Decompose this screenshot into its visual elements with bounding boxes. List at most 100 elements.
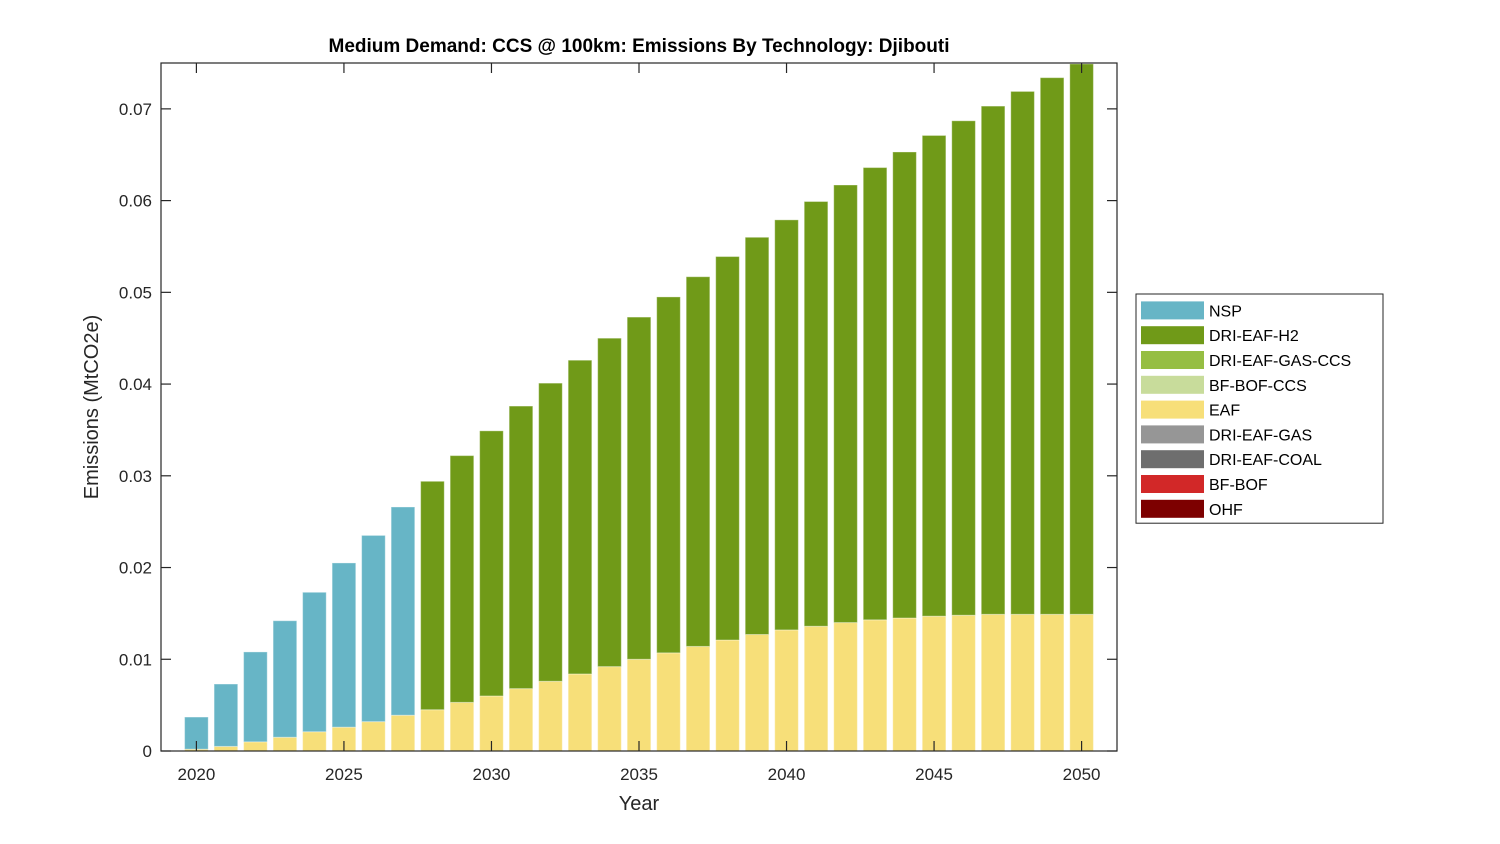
x-tick-label: 2050 [1063, 765, 1101, 784]
legend-label: EAF [1209, 403, 1240, 420]
bar-segment-dri-eaf-h2-2038 [715, 256, 740, 641]
legend-swatch [1141, 499, 1204, 518]
legend-label: BF-BOF-CCS [1209, 378, 1307, 395]
bar-segment-eaf-2047 [980, 613, 1006, 752]
chart-title: Medium Demand: CCS @ 100km: Emissions By… [329, 36, 950, 57]
bar-segment-eaf-2032 [538, 680, 563, 752]
bar-segment-nsp-2024 [302, 591, 327, 733]
legend-item-ohf: OHF [1141, 499, 1243, 519]
bar-segment-eaf-2045 [921, 615, 947, 752]
legend-swatch [1141, 450, 1204, 469]
bar-segment-eaf-2033 [567, 673, 593, 752]
bar-segment-dri-eaf-h2-2030 [479, 430, 504, 697]
legend-item-bf-bof-ccs: BF-BOF-CCS [1141, 375, 1307, 395]
bar-segment-dri-eaf-h2-2029 [449, 455, 475, 703]
legend-swatch [1141, 475, 1204, 493]
bar-segment-nsp-2021 [213, 683, 239, 747]
bar-segment-dri-eaf-h2-2037 [685, 276, 711, 647]
bar-segment-dri-eaf-h2-2044 [892, 151, 917, 619]
bar-segment-dri-eaf-h2-2046 [951, 120, 976, 616]
legend-label: NSP [1209, 303, 1242, 320]
legend-item-dri-eaf-gas-ccs: DRI-EAF-GAS-CCS [1141, 351, 1351, 370]
bar-segment-dri-eaf-h2-2048 [1010, 90, 1035, 615]
bar-segment-eaf-2029 [449, 701, 475, 752]
bar-segment-eaf-2026 [361, 721, 386, 752]
bar-segment-eaf-2050 [1069, 613, 1094, 752]
bar-segment-dri-eaf-h2-2045 [921, 134, 947, 617]
bar-segment-dri-eaf-h2-2033 [567, 359, 593, 675]
bar-segment-dri-eaf-h2-2031 [508, 405, 534, 690]
bar-segment-dri-eaf-h2-2047 [980, 105, 1006, 615]
y-tick-label: 0.01 [119, 650, 152, 669]
legend: NSP DRI-EAF-H2 DRI-EAF-GAS-CCS BF-BOF-CCS EA… [1135, 293, 1384, 524]
bar-segment-eaf-2024 [302, 731, 327, 752]
bar-segment-dri-eaf-h2-2049 [1039, 77, 1065, 615]
bar-segment-eaf-2039 [744, 633, 770, 752]
y-tick-label: 0.02 [119, 559, 152, 578]
legend-item-dri-eaf-coal: DRI-EAF-COAL [1141, 450, 1322, 469]
bar-segment-eaf-2041 [803, 625, 829, 752]
bar-segment-eaf-2048 [1010, 613, 1035, 752]
bar-segment-dri-eaf-h2-2039 [744, 236, 770, 635]
bar-segment-eaf-2021 [213, 745, 239, 752]
axes-layer: 0 0.01 0.02 0.03 0.04 0.05 0.06 0.07 2020 2025 203… [119, 62, 1118, 784]
bar-segment-dri-eaf-h2-2041 [803, 201, 829, 627]
bar-segment-eaf-2028 [420, 709, 445, 752]
bar-segment-nsp-2025 [331, 562, 357, 728]
bar-segment-nsp-2026 [361, 534, 386, 723]
bar-segment-eaf-2031 [508, 688, 534, 752]
legend-swatch [1141, 400, 1204, 419]
y-tick-label: 0.05 [119, 283, 152, 302]
x-tick-label: 2030 [473, 765, 511, 784]
y-tick-label: 0.03 [119, 467, 152, 486]
bar-segment-eaf-2049 [1039, 613, 1065, 752]
bar-segment-nsp-2027 [390, 506, 416, 716]
x-tick-label: 2020 [177, 765, 215, 784]
x-tick-label: 2045 [915, 765, 953, 784]
bar-segment-eaf-2040 [774, 629, 799, 752]
legend-item-nsp: NSP [1141, 301, 1242, 320]
bar-segment-dri-eaf-h2-2028 [420, 480, 445, 711]
legend-swatch [1141, 351, 1204, 369]
bar-segment-eaf-2023 [272, 736, 298, 752]
legend-label: OHF [1209, 502, 1243, 519]
legend-item-dri-eaf-h2: DRI-EAF-H2 [1141, 326, 1299, 345]
bar-segment-eaf-2022 [243, 741, 268, 752]
bar-segment-dri-eaf-h2-2050 [1069, 63, 1094, 615]
bar-segment-eaf-2034 [597, 666, 622, 752]
y-tick-label: 0.04 [119, 375, 152, 394]
bar-segment-dri-eaf-h2-2034 [597, 337, 622, 668]
legend-item-dri-eaf-gas: DRI-EAF-GAS [1141, 425, 1312, 444]
bar-segment-eaf-2044 [892, 617, 917, 752]
legend-label: DRI-EAF-GAS-CCS [1209, 353, 1351, 370]
y-tick-label: 0.07 [119, 100, 152, 119]
legend-item-bf-bof: BF-BOF [1141, 475, 1268, 494]
bar-segment-dri-eaf-h2-2042 [833, 184, 858, 624]
legend-label: DRI-EAF-COAL [1209, 452, 1322, 469]
bar-segment-dri-eaf-h2-2040 [774, 219, 799, 631]
bar-segment-eaf-2035 [626, 658, 652, 752]
bar-segment-eaf-2036 [656, 652, 681, 752]
bar-segment-eaf-2046 [951, 614, 976, 752]
legend-swatch [1141, 326, 1204, 345]
bar-segment-dri-eaf-h2-2043 [862, 167, 888, 621]
bar-segment-eaf-2037 [685, 645, 711, 752]
x-tick-label: 2040 [768, 765, 806, 784]
bar-segment-eaf-2042 [833, 622, 858, 752]
y-tick-label: 0.06 [119, 192, 152, 211]
bar-segment-dri-eaf-h2-2036 [656, 296, 681, 654]
x-axis-title: Year [619, 793, 660, 815]
legend-item-eaf: EAF [1141, 400, 1240, 420]
bar-segment-dri-eaf-h2-2032 [538, 382, 563, 682]
bar-segment-nsp-2023 [272, 620, 298, 738]
legend-label: DRI-EAF-H2 [1209, 328, 1299, 345]
legend-swatch [1141, 375, 1204, 394]
legend-label: DRI-EAF-GAS [1209, 427, 1312, 444]
y-axis-title: Emissions (MtCO2e) [81, 315, 103, 499]
x-tick-label: 2035 [620, 765, 658, 784]
bar-segment-eaf-2043 [862, 619, 888, 752]
bar-segment-eaf-2038 [715, 639, 740, 752]
bar-segment-eaf-2027 [390, 714, 416, 752]
bar-segment-nsp-2022 [243, 651, 268, 743]
